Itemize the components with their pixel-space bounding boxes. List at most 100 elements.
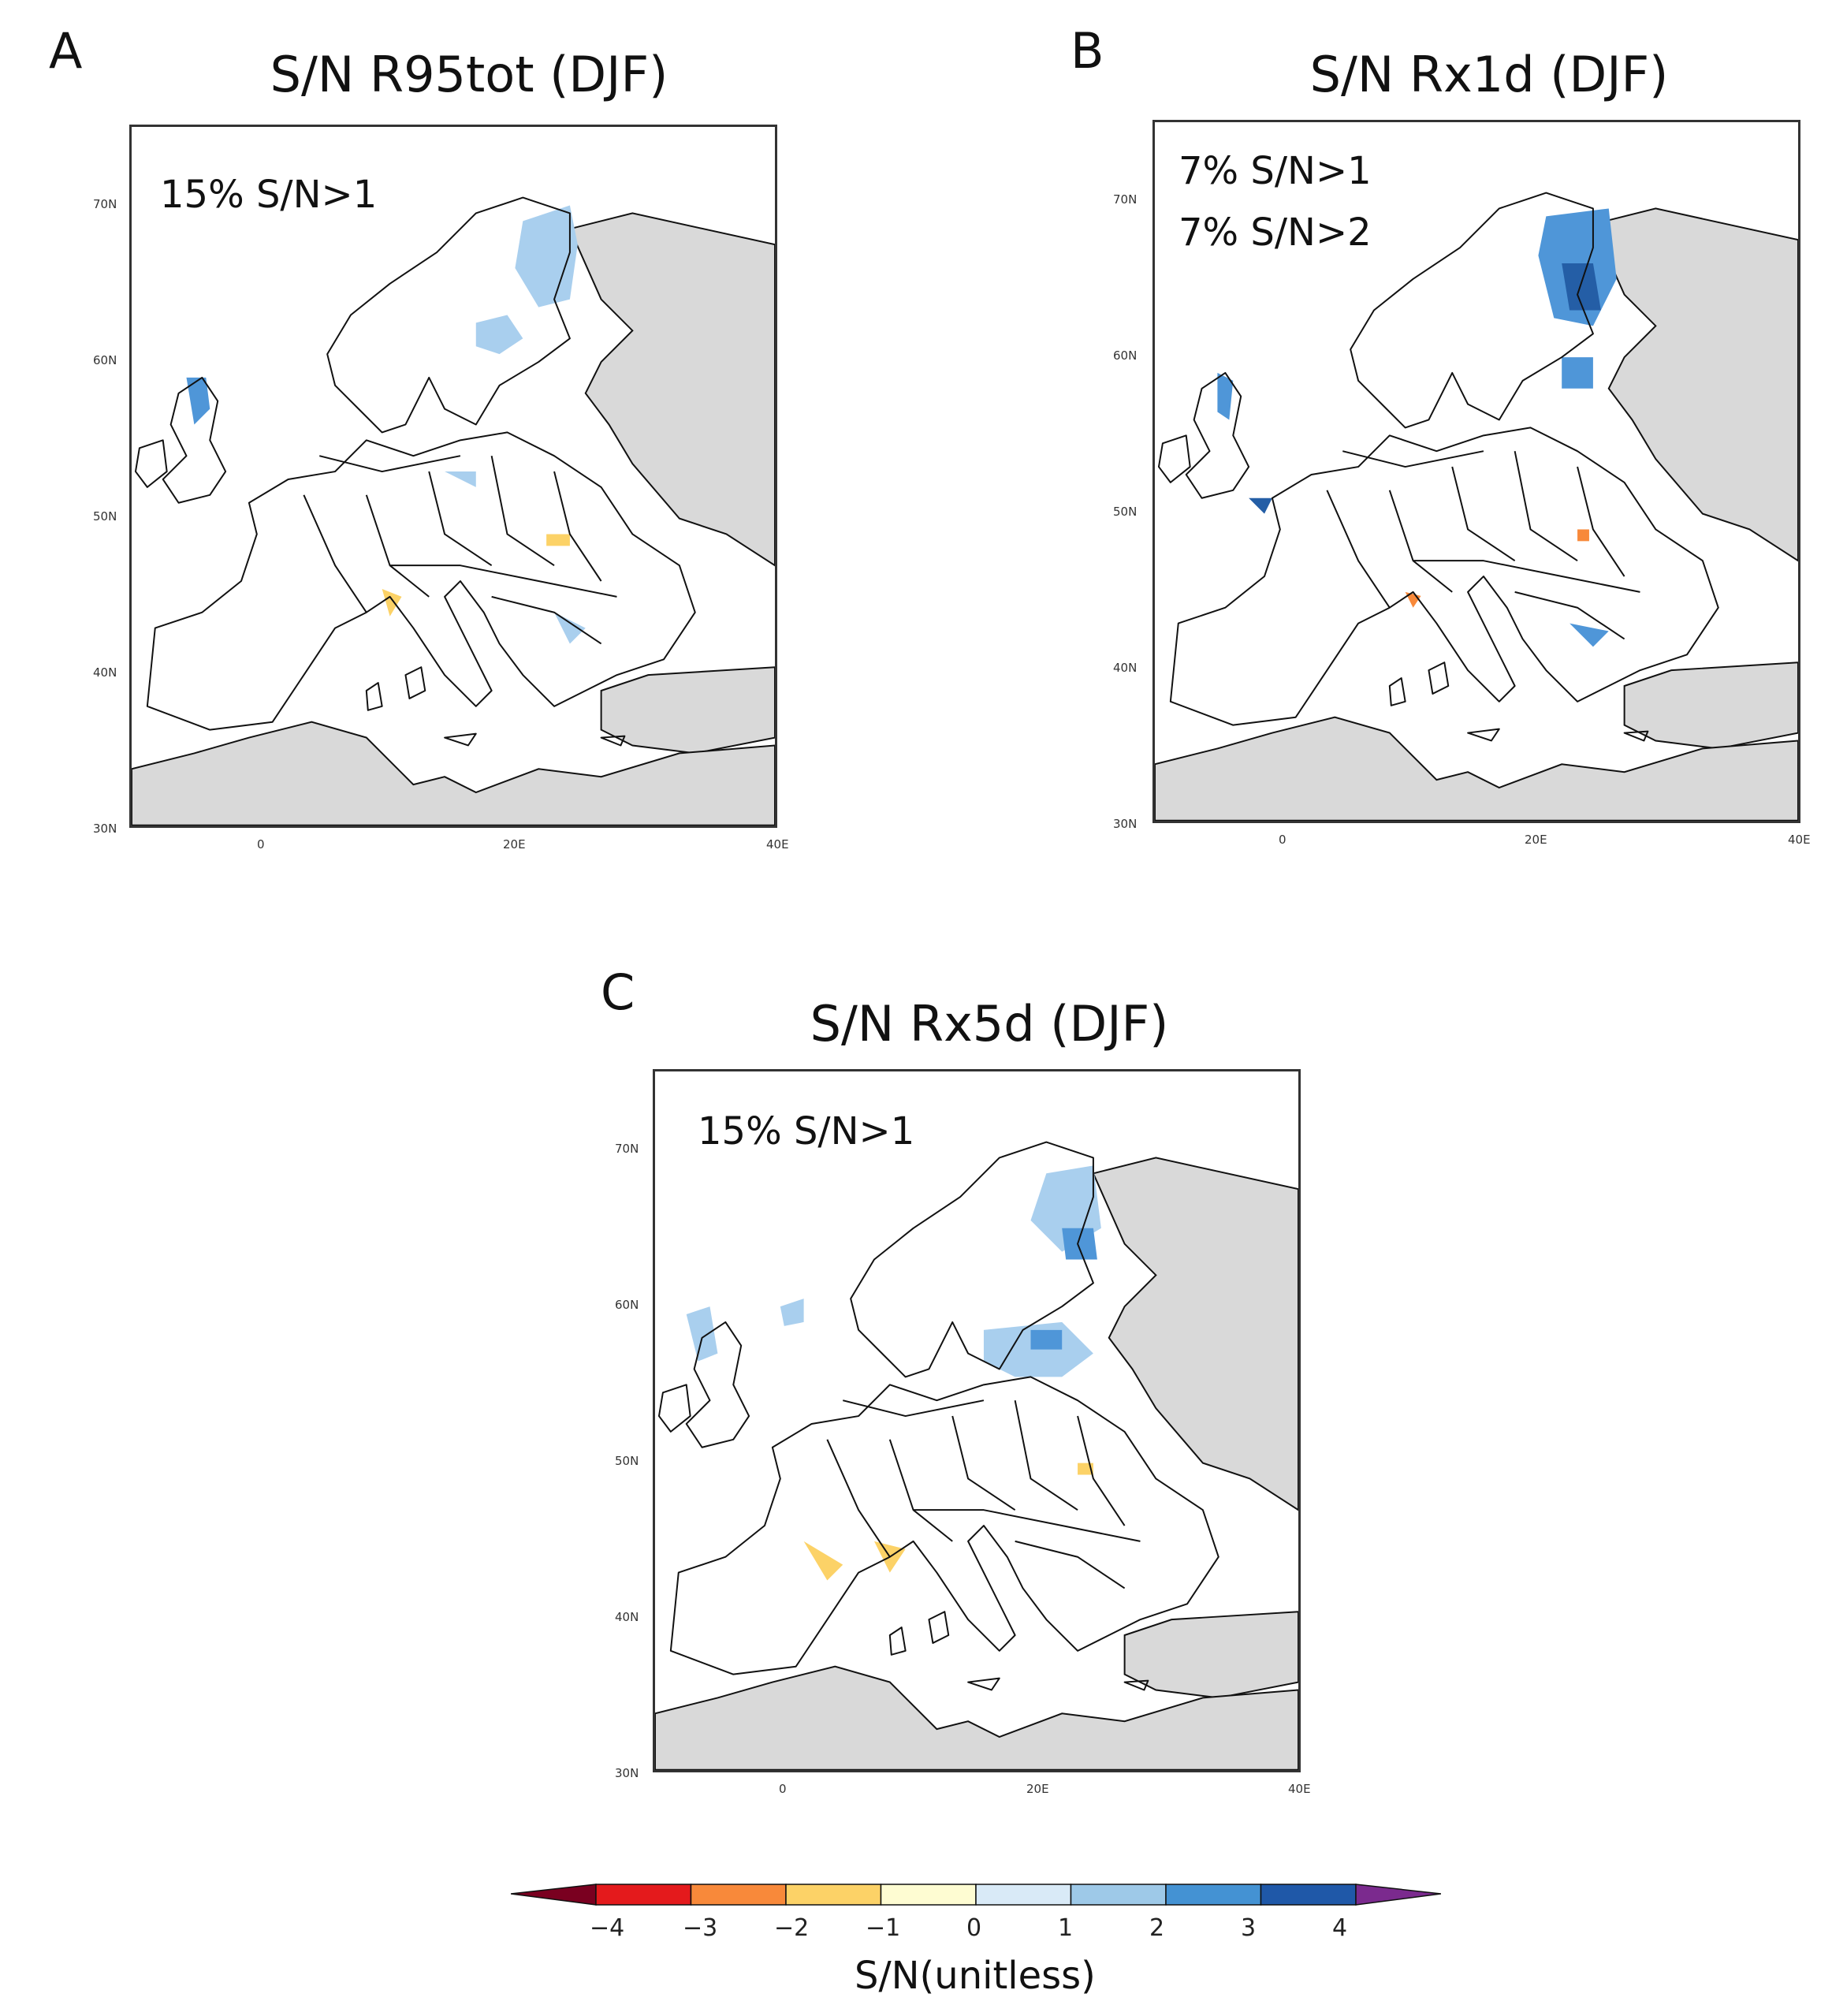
colorbar-tick-label: 4	[1332, 1914, 1348, 1942]
coastline	[1388, 677, 1406, 706]
coastline	[134, 439, 168, 488]
colorbar-tick-label: 2	[1149, 1914, 1165, 1942]
colorbar-swatches	[510, 1884, 1442, 1906]
lat-tick: 40N	[1113, 661, 1138, 675]
colorbar-tick-label: −4	[590, 1914, 625, 1942]
coastline	[389, 565, 617, 598]
coastline	[850, 1141, 1094, 1378]
coastline	[1428, 661, 1450, 695]
lon-tick: 20E	[503, 837, 526, 851]
masked-region	[1092, 1157, 1298, 1511]
coastline	[365, 682, 383, 711]
masked-region	[600, 666, 775, 755]
coastline	[1015, 1540, 1126, 1589]
sn-shading-patch	[1062, 1228, 1097, 1260]
colorbar-tick-label: 0	[966, 1914, 982, 1942]
coastline	[1514, 591, 1625, 640]
coastline	[1342, 450, 1484, 468]
colorbar-swatch	[1165, 1884, 1262, 1906]
lat-tick: 60N	[93, 353, 117, 367]
sn-shading-patch	[382, 588, 402, 617]
sn-shading-patch	[803, 1541, 843, 1581]
coastline	[1123, 1679, 1149, 1691]
sn-shading-patch	[554, 612, 586, 644]
colorbar-swatch	[785, 1884, 882, 1906]
coastline	[1467, 728, 1500, 742]
lat-tick: 50N	[615, 1454, 639, 1468]
coastline	[1185, 371, 1250, 499]
coastline	[428, 471, 493, 566]
coastline	[365, 494, 430, 598]
lon-tick: 0	[1279, 833, 1286, 847]
coastline	[553, 471, 602, 582]
coastline	[490, 455, 555, 566]
colorbar-extend-low	[510, 1884, 597, 1906]
lat-tick: 70N	[1113, 192, 1138, 207]
stat-label: 7% S/N>1	[1179, 149, 1372, 193]
colorbar	[510, 1883, 1442, 1930]
coastline	[1514, 450, 1578, 561]
stat-label: 7% S/N>2	[1179, 211, 1372, 255]
coastline	[404, 666, 426, 699]
stat-label: 15% S/N>1	[698, 1109, 915, 1153]
coastline	[669, 1376, 1219, 1675]
coastline	[1169, 427, 1719, 726]
panel-letter: B	[1071, 22, 1104, 80]
map-svg	[132, 196, 775, 825]
coastline	[928, 1611, 950, 1644]
coastline	[967, 1677, 1000, 1691]
sn-shading-patch	[1030, 1329, 1063, 1350]
masked-region	[655, 1665, 1298, 1770]
map-frame: 7% S/N>1 7% S/N>2	[1152, 120, 1800, 823]
stat-label: 15% S/N>1	[160, 173, 378, 217]
colorbar-tick-label: 3	[1241, 1914, 1257, 1942]
lat-tick: 50N	[93, 509, 117, 524]
lon-tick: 20E	[1026, 1782, 1049, 1796]
sn-shading-patch	[1217, 372, 1234, 420]
colorbar-swatch	[975, 1884, 1072, 1906]
lat-tick: 30N	[93, 822, 117, 836]
masked-region	[132, 721, 775, 825]
sn-shading-patch	[686, 1306, 718, 1362]
map-frame: 15% S/N>1	[129, 125, 777, 828]
coastline	[1157, 434, 1191, 483]
coastline	[1623, 730, 1649, 742]
map-svg	[655, 1141, 1298, 1770]
coastline	[843, 1399, 985, 1418]
coastline	[1413, 560, 1640, 593]
sn-shading-patch	[1562, 357, 1593, 389]
colorbar-title: S/N(unitless)	[855, 1954, 1096, 1998]
lat-tick: 30N	[615, 1766, 639, 1780]
lat-tick: 30N	[1113, 817, 1138, 831]
lon-tick: 40E	[1288, 1782, 1311, 1796]
lon-tick: 40E	[766, 837, 789, 851]
colorbar-swatch	[1070, 1884, 1167, 1906]
colorbar-swatch	[595, 1884, 692, 1906]
lon-tick: 0	[257, 837, 265, 851]
colorbar-tick-label: −1	[866, 1914, 901, 1942]
colorbar-extend-high	[1355, 1884, 1442, 1906]
colorbar-tick-label: −3	[683, 1914, 718, 1942]
lat-tick: 40N	[93, 665, 117, 680]
masked-region	[1155, 716, 1798, 821]
coastline	[888, 1627, 907, 1656]
coastline	[951, 1415, 1016, 1511]
coastline	[1077, 1415, 1126, 1526]
sn-shading-patch	[1577, 529, 1589, 542]
coastline	[162, 376, 227, 504]
masked-region	[1592, 207, 1798, 562]
masked-region	[1123, 1611, 1298, 1699]
panel-title: S/N R95tot (DJF)	[270, 46, 668, 103]
coastline	[1014, 1399, 1078, 1511]
colorbar-swatch	[880, 1884, 977, 1906]
sn-shading-patch	[546, 534, 570, 546]
coastline	[826, 1439, 891, 1558]
panel-title: S/N Rx5d (DJF)	[810, 995, 1169, 1053]
coastline	[888, 1439, 953, 1542]
coastline	[146, 431, 696, 731]
map-frame: 15% S/N>1	[653, 1069, 1301, 1772]
lon-tick: 0	[779, 1782, 787, 1796]
sn-shading-patch	[1562, 263, 1601, 311]
masked-region	[1623, 661, 1798, 750]
coastline	[319, 455, 461, 473]
